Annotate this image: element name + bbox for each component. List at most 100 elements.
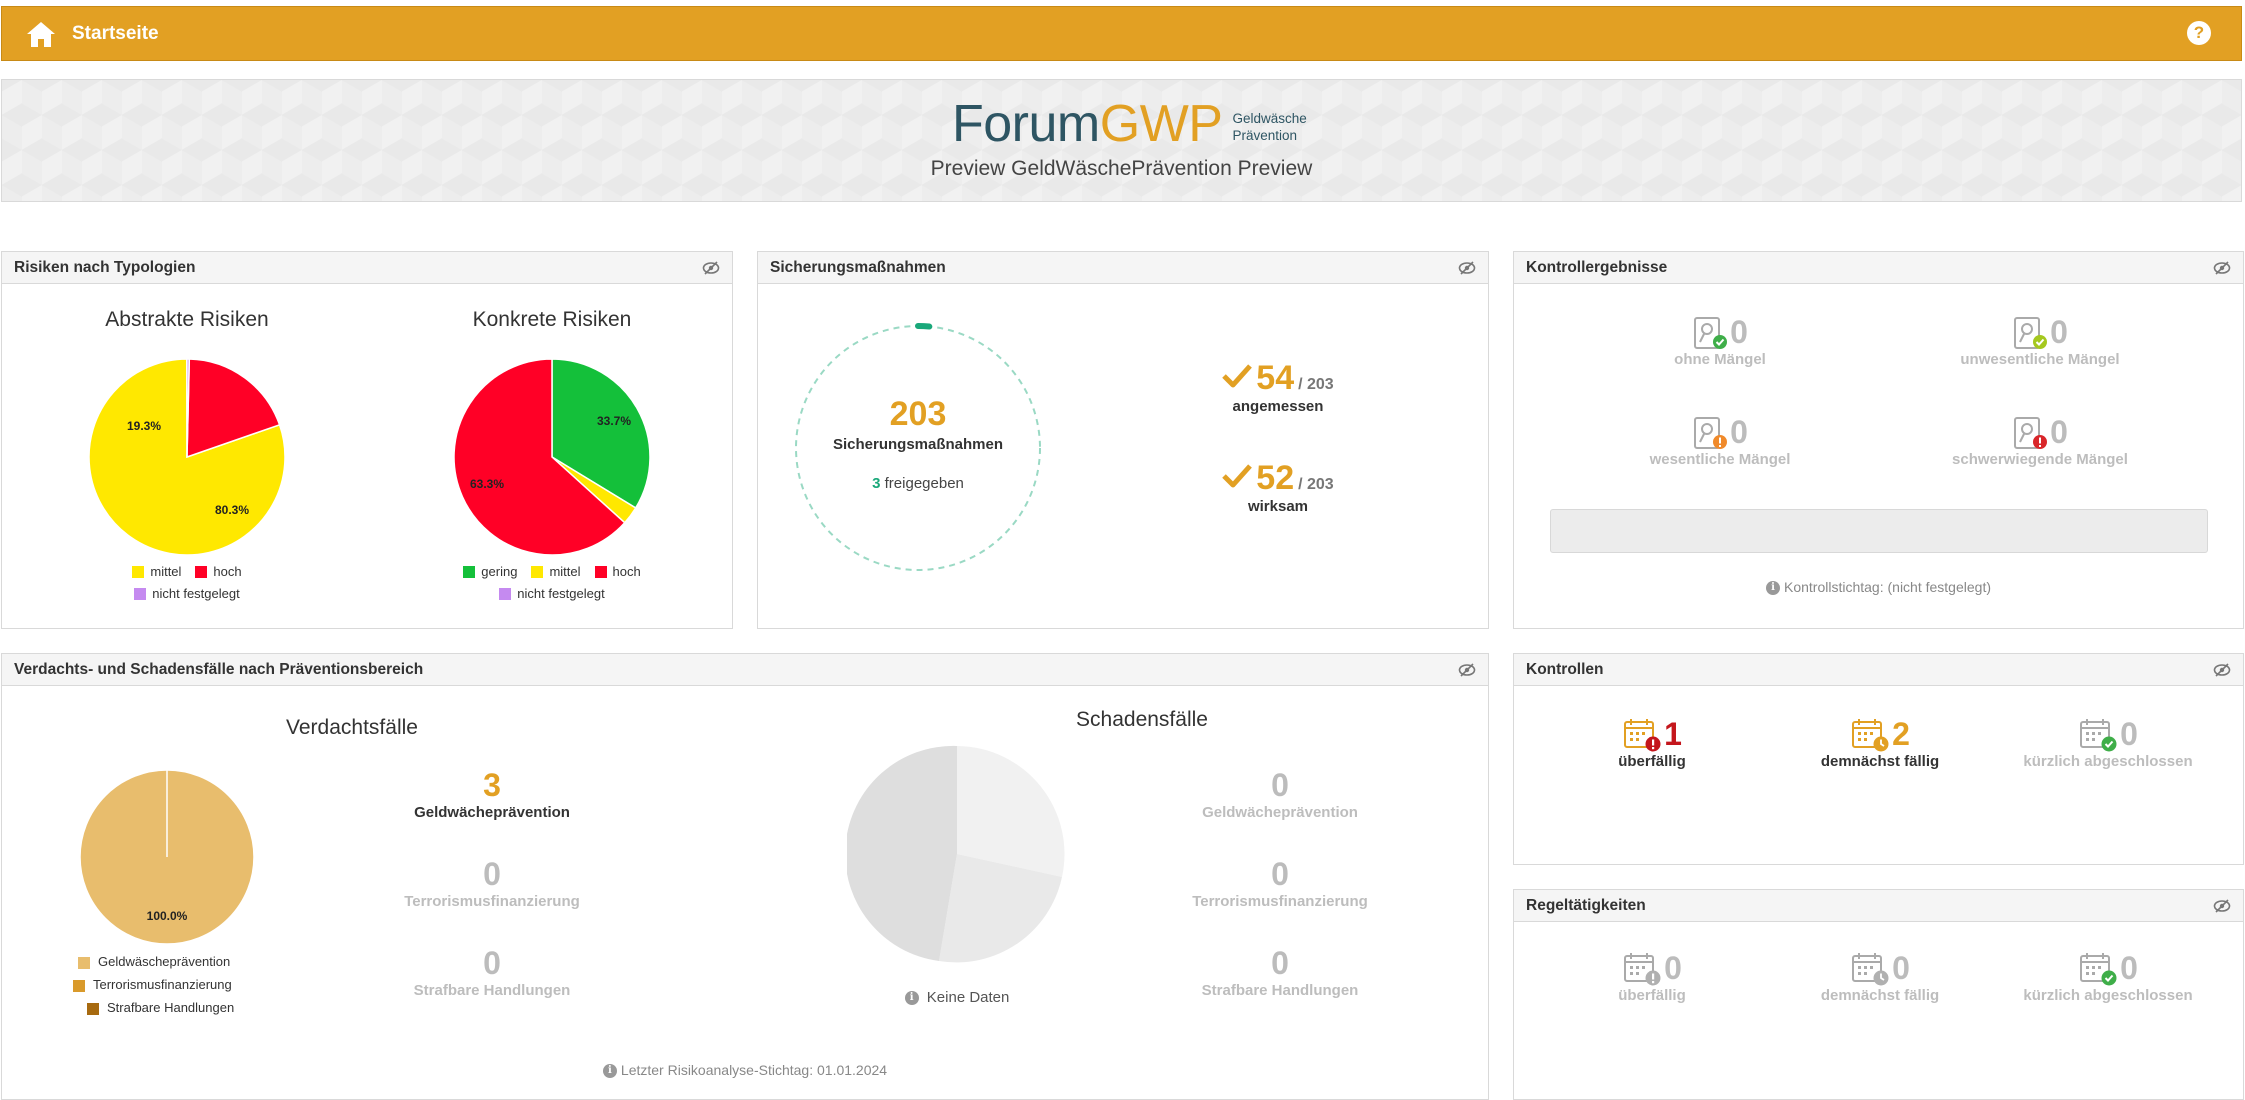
total-block: 203 Sicherungsmaßnahmen 3 freigegeben	[788, 395, 1048, 492]
help-icon[interactable]: ?	[2187, 21, 2211, 45]
panel-header: Risiken nach Typologien	[2, 252, 732, 284]
chart-title-abstrakt: Abstrakte Risiken	[105, 308, 269, 331]
kontrolle-label: kürzlich abgeschlossen	[2023, 753, 2193, 770]
legend-item-tf[interactable]: Terrorismusfinanzierung	[62, 973, 272, 996]
legend-item-nicht-festgelegt[interactable]: nicht festgelegt	[499, 586, 605, 601]
empty-slice	[957, 746, 1065, 877]
legend-item-hoch[interactable]: hoch	[195, 564, 242, 579]
wirksam-block[interactable]: 52 / 203 wirksam	[1168, 459, 1388, 515]
stat-count: 0	[483, 856, 501, 892]
pie-slice-hoch[interactable]	[453, 358, 626, 556]
legend-konkret: gering mittel hoch	[422, 564, 682, 579]
logo: Forum GWP Geldwäsche Prävention	[952, 94, 1307, 154]
hide-eye-icon[interactable]	[2213, 260, 2231, 276]
panel-title: Kontrollen	[1526, 660, 1604, 678]
pie-slice-gering[interactable]	[551, 358, 651, 509]
panel-header: Regeltätigkeiten	[1514, 890, 2243, 922]
total-count: 203	[889, 395, 947, 433]
kontrolle-count: 2	[1892, 716, 1910, 752]
verdacht-stat-gwp[interactable]: 3 Geldwächeprävention	[382, 767, 602, 821]
legend-abstrakt-row2: nicht festgelegt	[57, 586, 317, 601]
angemessen-label: angemessen	[1232, 398, 1324, 415]
logo-sub-line-1: Geldwäsche	[1232, 111, 1307, 126]
legend-item-gwp[interactable]: Geldwäscheprävention	[62, 950, 272, 973]
kontrolle-ueberfaellig[interactable]: 1 überfällig	[1532, 716, 1772, 770]
hide-eye-icon[interactable]	[2213, 898, 2231, 914]
panel-header: Kontrollergebnisse	[1514, 252, 2243, 284]
regel-count: 0	[1892, 950, 1910, 986]
progress-ring	[795, 323, 1041, 571]
regel-abgeschlossen[interactable]: 0 kürzlich abgeschlossen	[1988, 950, 2228, 1004]
panel-title: Risiken nach Typologien	[14, 258, 196, 276]
hide-eye-icon[interactable]	[702, 260, 720, 276]
result-label: ohne Mängel	[1674, 351, 1766, 368]
result-ohne-maengel[interactable]: 0 ohne Mängel	[1600, 314, 1840, 368]
verdacht-stat-tf[interactable]: 0 Terrorismusfinanzierung	[372, 856, 612, 910]
schaden-stat-tf[interactable]: 0 Terrorismusfinanzierung	[1160, 856, 1400, 910]
calendar-check-icon	[2080, 952, 2117, 985]
inspection-minor-icon	[2014, 316, 2048, 349]
kontrollstichtag-text: Kontrollstichtag: (nicht festgelegt)	[1784, 579, 1991, 595]
panel-header: Sicherungsmaßnahmen	[758, 252, 1488, 284]
page-title[interactable]: Startseite	[72, 22, 159, 44]
wirksam-count: 52	[1256, 459, 1295, 497]
schaden-stat-sh[interactable]: 0 Strafbare Handlungen	[1170, 945, 1390, 999]
result-count: 0	[1730, 314, 1748, 350]
legend-item-nicht-festgelegt[interactable]: nicht festgelegt	[134, 586, 240, 601]
stat-count: 3	[483, 767, 501, 803]
logo-sub-line-2: Prävention	[1232, 128, 1298, 143]
result-label: schwerwiegende Mängel	[1952, 451, 2128, 468]
stat-count: 0	[1271, 856, 1289, 892]
result-schwerwiegende-maengel[interactable]: 0 schwerwiegende Mängel	[1920, 414, 2160, 468]
panel-kontrollen: Kontrollen 1 überfällig 2 demnächst fäll…	[1513, 653, 2244, 865]
kontrolle-abgeschlossen[interactable]: 0 kürzlich abgeschlossen	[1988, 716, 2228, 770]
panel-title: Kontrollergebnisse	[1526, 258, 1668, 276]
kontrolle-demnaechst[interactable]: 2 demnächst fällig	[1760, 716, 2000, 770]
result-count: 0	[2050, 314, 2068, 350]
result-count: 0	[2050, 414, 2068, 450]
angemessen-block[interactable]: 54 / 203 angemessen	[1168, 359, 1388, 415]
stat-count: 0	[1271, 767, 1289, 803]
legend-item-sh[interactable]: Strafbare Handlungen	[62, 996, 272, 1019]
legend-item-mittel[interactable]: mittel	[132, 564, 181, 579]
freigegeben-label: freigegeben	[884, 475, 964, 492]
freigegeben-line[interactable]: 3 freigegeben	[788, 475, 1048, 492]
panel-header: Kontrollen	[1514, 654, 2243, 686]
verdacht-stat-sh[interactable]: 0 Strafbare Handlungen	[382, 945, 602, 999]
panel-header: Verdachts- und Schadensfälle nach Präven…	[2, 654, 1488, 686]
pie-slice-hoch[interactable]	[186, 358, 281, 459]
pie-slice-mittel[interactable]	[88, 358, 286, 556]
hide-eye-icon[interactable]	[2213, 662, 2231, 678]
pie-verdacht[interactable]: 100.0%	[72, 762, 262, 952]
calendar-overdue-icon	[1624, 718, 1661, 751]
banner-subtitle: Preview GeldWäschePrävention Preview	[930, 157, 1313, 180]
regel-demnaechst[interactable]: 0 demnächst fällig	[1760, 950, 2000, 1004]
stat-label: Strafbare Handlungen	[1201, 982, 1359, 999]
info-icon: i	[602, 1064, 617, 1079]
legend-item-gering[interactable]: gering	[463, 564, 517, 579]
result-label: unwesentliche Mängel	[1960, 351, 2120, 368]
legend-item-mittel[interactable]: mittel	[531, 564, 581, 579]
panel-title: Regeltätigkeiten	[1526, 896, 1646, 914]
stat-label: Geldwächeprävention	[414, 804, 570, 821]
regel-label: kürzlich abgeschlossen	[2023, 987, 2193, 1004]
top-bar: Startseite ?	[1, 6, 2242, 61]
legend-label: gering	[481, 564, 518, 579]
result-bar	[1550, 509, 2208, 553]
home-icon[interactable]	[26, 19, 56, 49]
hide-eye-icon[interactable]	[1458, 260, 1476, 276]
kontrolle-count: 1	[1664, 716, 1682, 752]
hide-eye-icon[interactable]	[1458, 662, 1476, 678]
schaden-stat-gwp[interactable]: 0 Geldwächeprävention	[1170, 767, 1390, 821]
calendar-clock-icon	[1852, 718, 1889, 751]
result-unwesentliche-maengel[interactable]: 0 unwesentliche Mängel	[1920, 314, 2160, 368]
stat-count: 0	[1271, 945, 1289, 981]
pie-konkret[interactable]: 33.7% 63.3%	[447, 352, 657, 562]
regel-ueberfaellig[interactable]: 0 überfällig	[1532, 950, 1772, 1004]
pie-slice-nicht-festgelegt[interactable]	[186, 358, 191, 458]
legend-label: nicht festgelegt	[517, 586, 605, 601]
pie-abstrakt[interactable]: 80.3% 19.3%	[82, 352, 292, 562]
result-wesentliche-maengel[interactable]: 0 wesentliche Mängel	[1600, 414, 1840, 468]
chart-title-konkret: Konkrete Risiken	[472, 308, 632, 331]
legend-item-hoch[interactable]: hoch	[594, 564, 641, 579]
